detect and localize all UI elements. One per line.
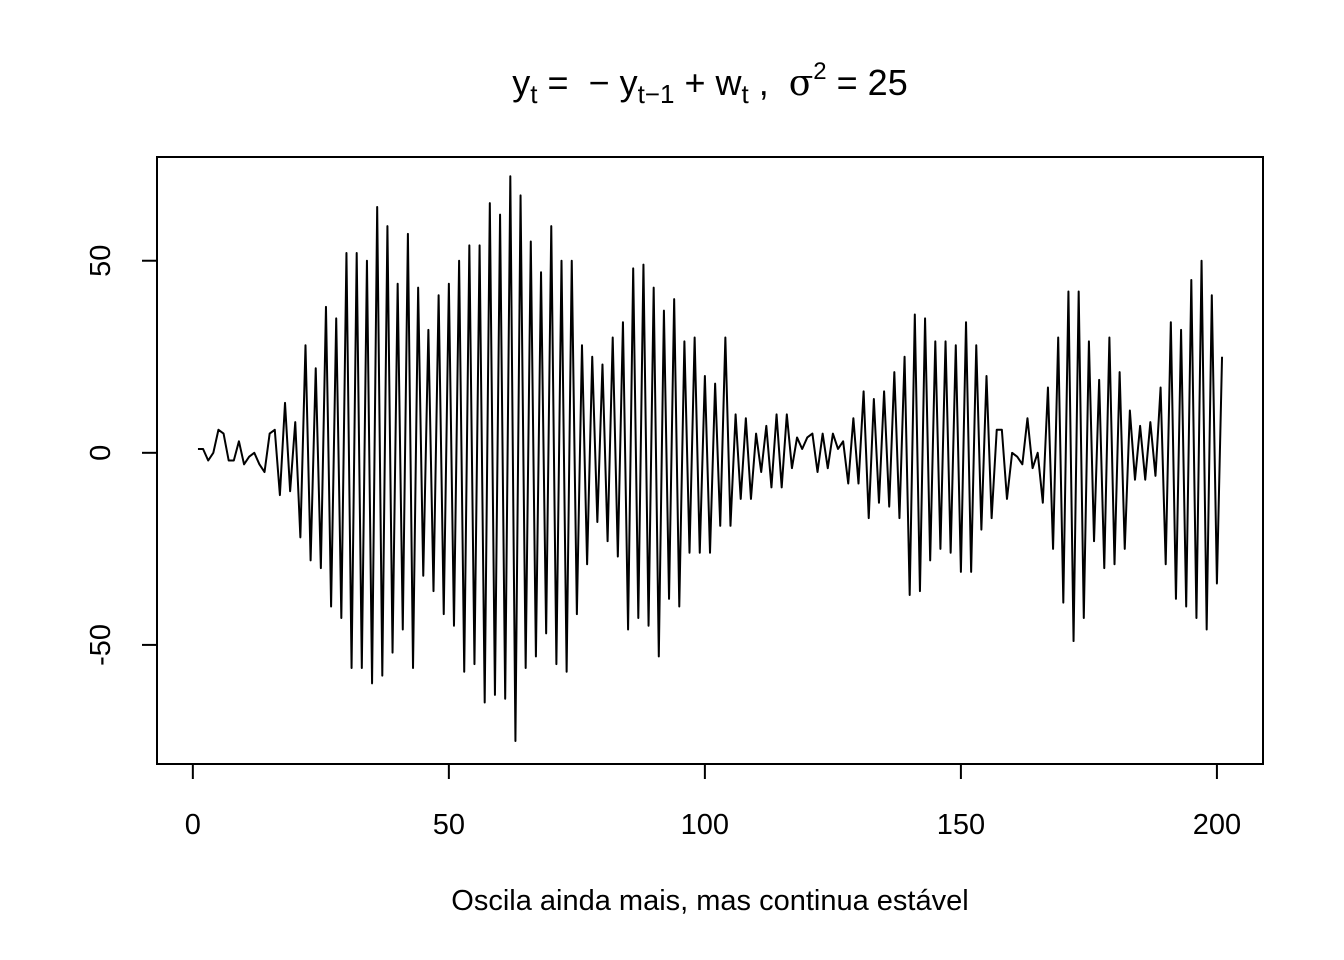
title-eq: = − (538, 62, 620, 103)
title-sup-2: 2 (813, 58, 826, 85)
x-tick-label: 0 (185, 809, 201, 841)
title-plus: + (674, 62, 715, 103)
title-y: y (512, 62, 530, 103)
x-tick-label: 50 (433, 809, 465, 841)
x-axis: 0 50 100 150 200 (185, 763, 1241, 841)
y-tick-label: -50 (85, 624, 117, 666)
x-tick-label: 100 (681, 809, 729, 841)
y-tick-label: 50 (85, 245, 117, 277)
title-sub-t: t (530, 79, 538, 109)
x-tick-label: 200 (1193, 809, 1241, 841)
x-axis-title: Oscila ainda mais, mas continua estável (451, 885, 968, 917)
series-line (197, 175, 1224, 742)
title-value: = 25 (827, 62, 908, 103)
title-w: w (714, 62, 742, 103)
title-sub-tminus1: t−1 (638, 79, 675, 109)
x-tick-label: 150 (937, 809, 985, 841)
title-comma: , (749, 62, 789, 103)
title-sigma: σ (789, 63, 814, 104)
y-axis: -50 0 50 (85, 245, 158, 666)
title-y2: y (620, 62, 638, 103)
y-tick-label: 0 (85, 445, 117, 461)
chart-title: yt = − yt−1 + wt , σ2 = 25 (512, 58, 907, 109)
title-sub-t2: t (741, 79, 749, 109)
